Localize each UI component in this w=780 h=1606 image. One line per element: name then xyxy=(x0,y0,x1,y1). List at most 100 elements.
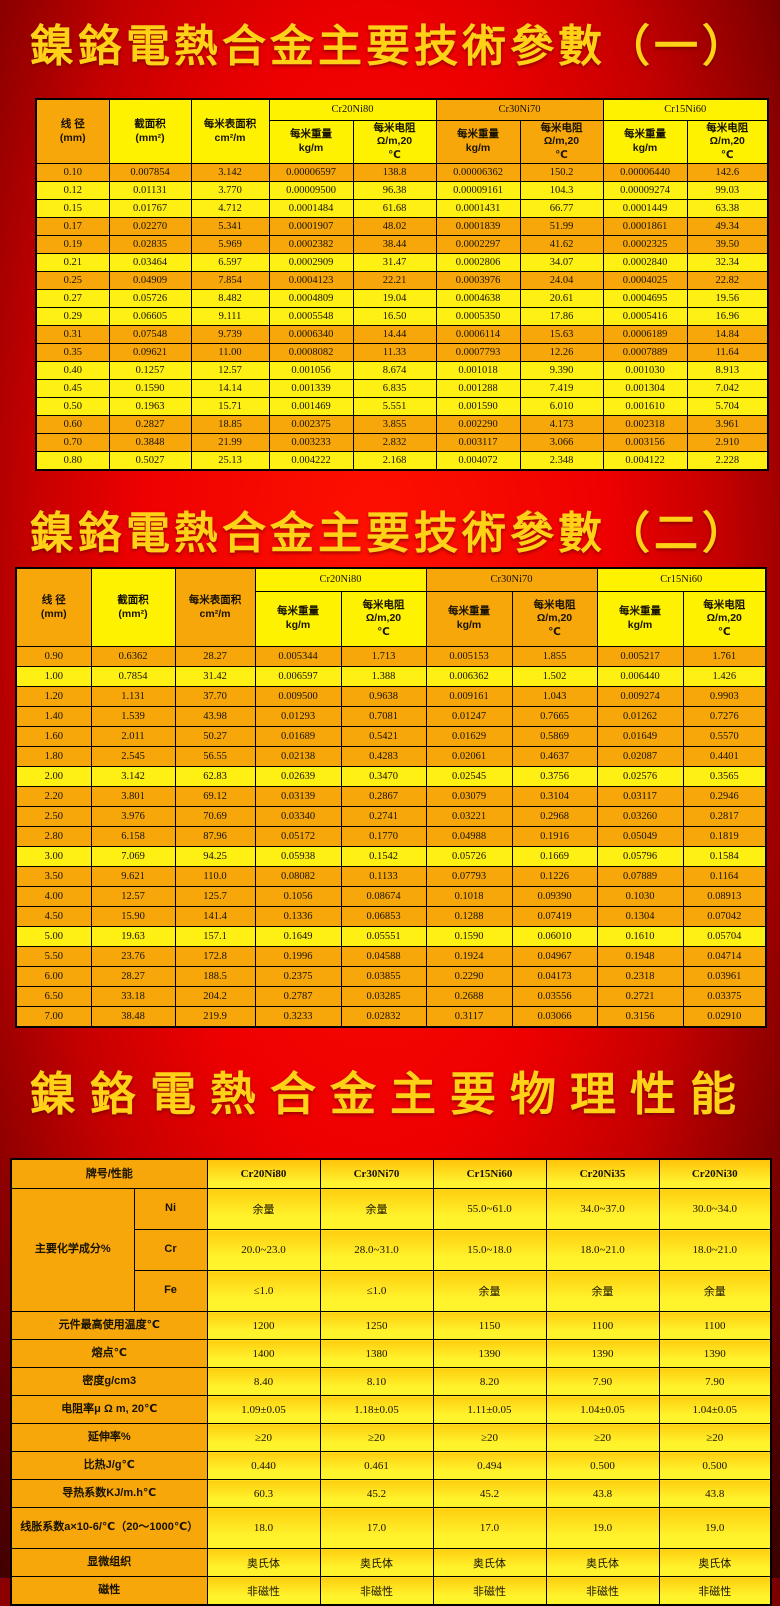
table-cell: 0.03285 xyxy=(340,986,427,1007)
table-body: 主要化学成分% Ni 余量 余量 55.0~61.0 34.0~37.0 30.0~34.0… xyxy=(10,1188,772,1606)
table-cell: 7.069 xyxy=(90,846,176,867)
table-cell: 0.1056 xyxy=(254,886,342,907)
table-body: 0.10 0.007854 3.142 0.00006597 138.8 0.000063… xyxy=(35,163,769,471)
table-cell: 1390 xyxy=(432,1339,547,1368)
table-cell: 188.5 xyxy=(174,966,256,987)
table-cell: 0.80 xyxy=(35,451,110,471)
table-cell: 19.0 xyxy=(545,1507,660,1549)
table-cell: 31.47 xyxy=(352,253,437,272)
table-cell: 39.50 xyxy=(686,235,769,254)
table-cell: 1.04±0.05 xyxy=(658,1395,772,1424)
tech-params-table-1: 线 径 (mm) 截面积 (mm²) 每米表面积 cm²/m Cr20Ni80 … xyxy=(35,98,769,471)
table-cell: 18.0 xyxy=(206,1507,321,1549)
table-cell: 0.03139 xyxy=(254,786,342,807)
table-cell: 0.02576 xyxy=(596,766,684,787)
table-cell: 0.5027 xyxy=(108,451,192,471)
table-cell: 0.01649 xyxy=(596,726,684,747)
table-cell: 4.712 xyxy=(190,199,270,218)
table-cell: 0.19 xyxy=(35,235,110,254)
col-header-resistance: 每米电阻 Ω/m,20 ℃ xyxy=(511,591,598,647)
table-cell: 0.01262 xyxy=(596,706,684,727)
table-cell: 0.001288 xyxy=(435,379,521,398)
table-cell: 0.05938 xyxy=(254,846,342,867)
table-cell: 219.9 xyxy=(174,1006,256,1028)
table-cell: 0.09390 xyxy=(511,886,598,907)
table-cell: 0.04714 xyxy=(682,946,767,967)
table-cell: 14.44 xyxy=(352,325,437,344)
table-cell: 19.04 xyxy=(352,289,437,308)
table-cell: 5.00 xyxy=(15,926,92,947)
table-cell: 0.2968 xyxy=(511,806,598,827)
table-cell: 0.04967 xyxy=(511,946,598,967)
row-label-property: 元件最高使用温度℃ xyxy=(10,1311,208,1340)
table-cell: ≥20 xyxy=(658,1423,772,1452)
table-cell: 32.34 xyxy=(686,253,769,272)
table-cell: 0.02545 xyxy=(425,766,513,787)
col-header-weight: 每米重量 kg/m xyxy=(602,120,688,164)
table-cell: 0.09621 xyxy=(108,343,192,362)
table-cell: 0.002318 xyxy=(602,415,688,434)
table-row: 2.20 3.801 69.12 0.03139 0.2867 0.03079 0.3104… xyxy=(15,786,767,807)
table-cell: 0.00006362 xyxy=(435,163,521,182)
table-cell: 63.38 xyxy=(686,199,769,218)
table-cell: 0.27 xyxy=(35,289,110,308)
row-label-property: 电阻率μ Ω m, 20℃ xyxy=(10,1395,208,1424)
table-cell: 0.25 xyxy=(35,271,110,290)
table-row: 0.10 0.007854 3.142 0.00006597 138.8 0.000063… xyxy=(35,163,769,182)
table-cell: 0.0001484 xyxy=(268,199,354,218)
table-cell: 0.0003976 xyxy=(435,271,521,290)
table-cell: 1.855 xyxy=(511,646,598,667)
table-cell: 1100 xyxy=(545,1311,660,1340)
table-cell: 0.02270 xyxy=(108,217,192,236)
table-cell: 0.08674 xyxy=(340,886,427,907)
table-cell: 0.0006340 xyxy=(268,325,354,344)
table-cell: 37.70 xyxy=(174,686,256,707)
table-cell: 1380 xyxy=(319,1339,434,1368)
table-cell: 0.02832 xyxy=(340,1006,427,1028)
col-header-grade-property: 牌号/性能 xyxy=(10,1158,208,1189)
table-cell: 0.1996 xyxy=(254,946,342,967)
table-cell: ≤1.0 xyxy=(206,1270,321,1312)
table-cell: 0.0005548 xyxy=(268,307,354,326)
physical-properties-table: 牌号/性能 Cr20Ni80 Cr30Ni70 Cr15Ni60 Cr20Ni3… xyxy=(10,1158,772,1606)
table-row: 元件最高使用温度℃ 1200 1250 1150 1100 1100 xyxy=(10,1311,772,1340)
table-cell: 非磁性 xyxy=(545,1576,660,1606)
table-cell: 0.3156 xyxy=(596,1006,684,1028)
table-row: 0.80 0.5027 25.13 0.004222 2.168 0.004072 2.34… xyxy=(35,451,769,471)
table-cell: 28.0~31.0 xyxy=(319,1229,434,1271)
table-cell: 0.2688 xyxy=(425,986,513,1007)
table-cell: 0.90 xyxy=(15,646,92,667)
table-row: 主要化学成分% Ni 余量 余量 55.0~61.0 34.0~37.0 30.0~34.0 xyxy=(10,1188,772,1312)
table-cell: 0.01629 xyxy=(425,726,513,747)
table-cell: 0.461 xyxy=(319,1451,434,1480)
col-header-surface: 每米表面积 cm²/m xyxy=(174,567,256,647)
table-cell: 0.4283 xyxy=(340,746,427,767)
table-cell: 0.1590 xyxy=(425,926,513,947)
col-header-surface: 每米表面积 cm²/m xyxy=(190,98,270,164)
table-row: 3.50 9.621 110.0 0.08082 0.1133 0.07793 0.1226… xyxy=(15,866,767,887)
table-cell: 0.03961 xyxy=(682,966,767,987)
table-cell: 19.63 xyxy=(90,926,176,947)
table-row: 7.00 38.48 219.9 0.3233 0.02832 0.3117 0.03066… xyxy=(15,1006,767,1028)
table-cell: 1390 xyxy=(658,1339,772,1368)
table-cell: 0.04909 xyxy=(108,271,192,290)
table-cell: 110.0 xyxy=(174,866,256,887)
table-cell: 0.04173 xyxy=(511,966,598,987)
table-cell: 1.00 xyxy=(15,666,92,687)
table-cell: 0.05726 xyxy=(425,846,513,867)
table-cell: 0.03079 xyxy=(425,786,513,807)
table-cell: 0.1669 xyxy=(511,846,598,867)
table-row: 导热系数KJ/m.h℃ 60.3 45.2 45.2 43.8 43.8 xyxy=(10,1479,772,1508)
col-header-cr20ni30: Cr20Ni30 xyxy=(658,1158,772,1189)
table-cell: 0.05049 xyxy=(596,826,684,847)
table-header-row: 线 径 (mm) 截面积 (mm²) 每米表面积 cm²/m Cr20Ni80 … xyxy=(35,98,769,164)
table-cell: 0.0002909 xyxy=(268,253,354,272)
table-cell: 38.48 xyxy=(90,1006,176,1028)
table-row: 0.29 0.06605 9.111 0.0005548 16.50 0.0005350 1… xyxy=(35,307,769,326)
table-cell: 204.2 xyxy=(174,986,256,1007)
table-cell: 1.09±0.05 xyxy=(206,1395,321,1424)
table-header-row: 线 径 (mm) 截面积 (mm²) 每米表面积 cm²/m Cr20Ni80 … xyxy=(15,567,767,647)
table-cell: 0.02910 xyxy=(682,1006,767,1028)
table-cell: 0.002375 xyxy=(268,415,354,434)
table-cell: 1.40 xyxy=(15,706,92,727)
